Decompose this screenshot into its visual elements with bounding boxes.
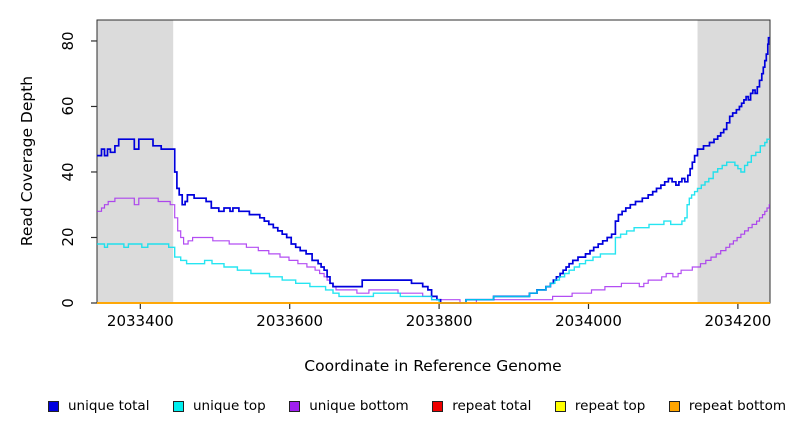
unique-total-swatch-icon <box>48 400 59 412</box>
unique-bottom-swatch-icon <box>289 400 301 412</box>
x-tick-label: 2033600 <box>256 312 324 330</box>
legend-item-repeat-total: repeat total <box>432 398 531 414</box>
legend-item-repeat-top: repeat top <box>554 398 646 414</box>
y-tick-label: 40 <box>59 162 77 182</box>
x-tick-label: 2033800 <box>405 312 473 330</box>
legend-label: repeat total <box>452 398 532 414</box>
legend-item-repeat-bottom: repeat bottom <box>668 398 786 414</box>
legend-label: unique total <box>68 398 150 414</box>
legend-label: unique top <box>193 398 266 414</box>
y-tick-label: 0 <box>59 298 77 308</box>
legend-item-unique-total: unique total <box>48 398 149 414</box>
plot-box <box>96 19 771 304</box>
shaded-region <box>97 20 174 303</box>
repeat-top-swatch-icon <box>554 400 566 412</box>
legend-label: repeat bottom <box>688 398 786 414</box>
y-axis-title: Read Coverage Depth <box>18 75 36 247</box>
legend-label: unique bottom <box>309 398 409 414</box>
x-tick-label: 2034000 <box>555 312 622 330</box>
y-tick-label: 60 <box>59 96 77 117</box>
legend: unique total unique top unique bottom re… <box>48 398 786 414</box>
legend-item-unique-bottom: unique bottom <box>289 398 409 414</box>
series-unique-bottom <box>97 197 770 304</box>
y-tick-label: 80 <box>59 31 77 51</box>
repeat-bottom-swatch-icon <box>668 400 680 412</box>
series-unique-total <box>97 36 770 304</box>
x-axis-title: Coordinate in Reference Genome <box>304 357 562 375</box>
repeat-total-swatch-icon <box>432 400 444 412</box>
y-tick-label: 20 <box>59 227 77 248</box>
x-tick-label: 2034200 <box>704 312 772 330</box>
legend-item-unique-top: unique top <box>173 398 266 414</box>
x-tick-label: 2033400 <box>106 312 174 330</box>
unique-top-swatch-icon <box>173 400 184 412</box>
legend-label: repeat top <box>574 398 646 414</box>
series-unique-top <box>97 138 770 304</box>
